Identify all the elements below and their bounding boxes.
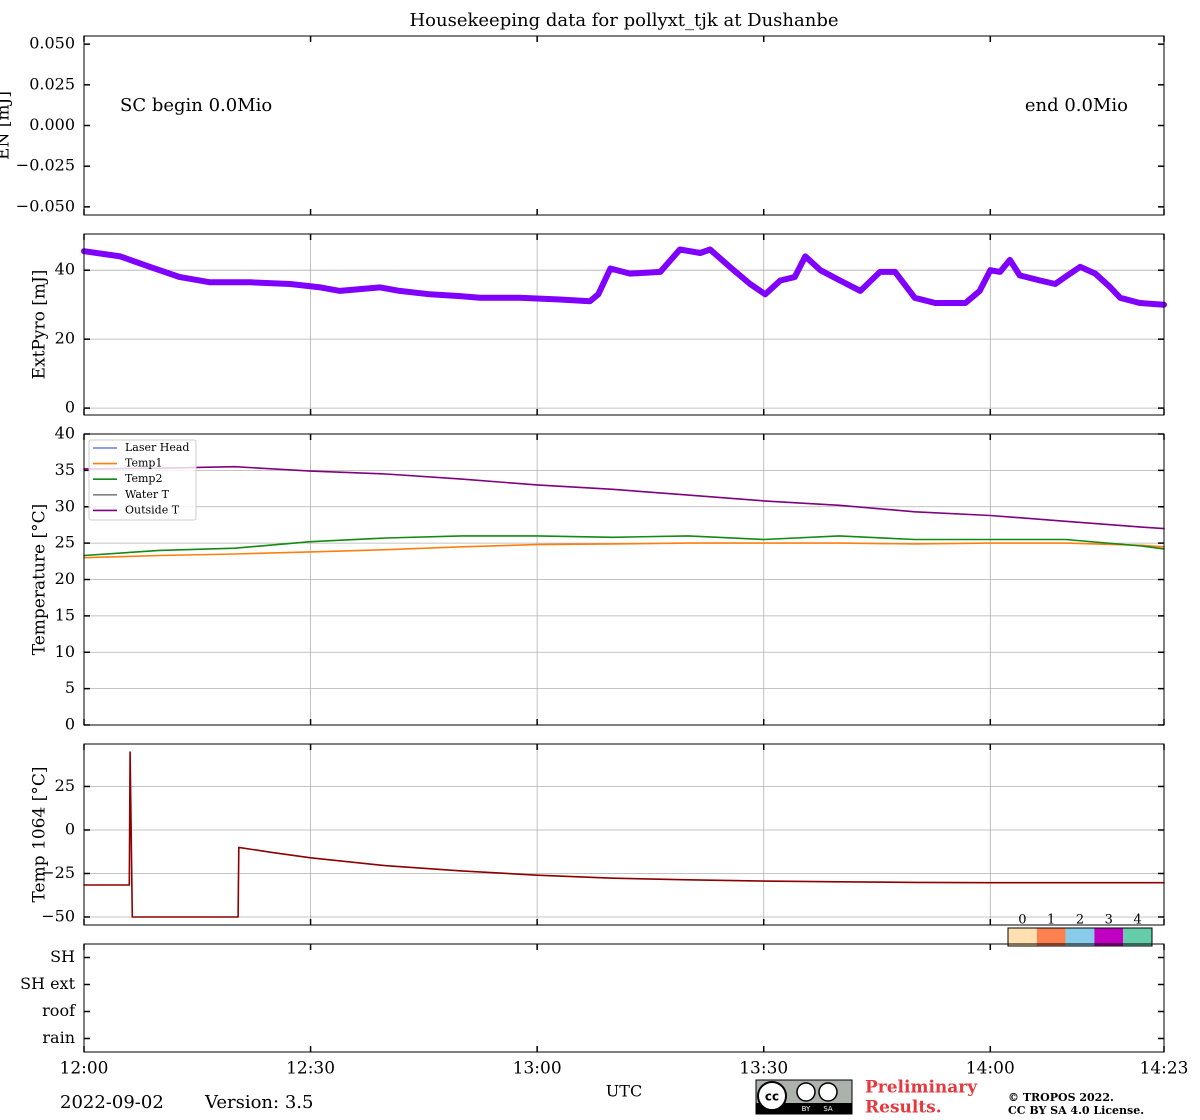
y-tick-label: 40: [55, 424, 75, 443]
y-tick-label: 30: [55, 496, 75, 515]
y-tick-label: roof: [42, 1001, 76, 1020]
y-tick-label: −50: [41, 906, 75, 925]
preliminary: Results.: [865, 1098, 942, 1118]
by-label: BY: [802, 1105, 811, 1113]
series-line: [83, 542, 1165, 559]
cc-strip: [756, 1103, 852, 1114]
legend-label: Temp2: [125, 472, 162, 485]
copyright: CC BY SA 4.0 License.: [1008, 1104, 1144, 1117]
version: Version: 3.5: [204, 1092, 313, 1113]
plot-border: [83, 433, 1165, 726]
x-tick-label: 12:30: [286, 1059, 335, 1079]
legend-box: [88, 439, 197, 521]
plot-border: [83, 35, 1165, 216]
legend-label: Laser Head: [125, 441, 189, 454]
plot-border: [83, 743, 1165, 926]
colorbar-label: 3: [1105, 913, 1113, 928]
y-tick-label: −0.050: [16, 196, 75, 215]
preliminary: Preliminary: [865, 1078, 978, 1098]
colorbar-cell: [1094, 928, 1124, 946]
y-tick-label: 0.000: [29, 115, 75, 134]
y-tick-label: 20: [55, 569, 75, 588]
x-tick-label: 14:00: [966, 1059, 1015, 1079]
plot-area: [84, 36, 1164, 215]
legend-label: Water T: [125, 488, 170, 501]
series-line: [81, 246, 1167, 308]
colorbar-cell: [1123, 928, 1152, 946]
x-tick-label: 13:00: [513, 1059, 562, 1079]
y-axis-label: Temp 1064 [°C]: [30, 767, 50, 903]
y-tick-label: 15: [55, 605, 75, 624]
colorbar-cell: [1008, 928, 1037, 946]
y-axis-label: ExtPyro [mJ]: [30, 270, 50, 380]
x-tick-label: 14:23: [1140, 1059, 1189, 1079]
annotation: end 0.0Mio: [1025, 95, 1128, 116]
copyright: © TROPOS 2022.: [1008, 1091, 1114, 1104]
plot-area: [84, 944, 1164, 1052]
legend-label: Temp1: [125, 457, 162, 470]
cc-badge: cc BY SA: [755, 1079, 853, 1115]
y-tick-label: 40: [55, 260, 75, 279]
y-tick-label: 0.025: [29, 74, 75, 93]
y-tick-label: 0: [65, 819, 75, 838]
y-tick-label: SH: [50, 947, 75, 966]
x-axis-label: UTC: [606, 1082, 642, 1101]
x-tick-label: 13:30: [739, 1059, 788, 1079]
y-tick-label: 0: [65, 715, 75, 734]
sa-circle: [818, 1082, 838, 1102]
plot-area: [84, 744, 1164, 925]
y-axis-label: EN [mJ]: [0, 91, 14, 160]
colorbar-label: 4: [1133, 913, 1141, 928]
legend-label: Outside T: [125, 503, 180, 516]
colorbar-label: 1: [1047, 913, 1055, 928]
x-tick-label: 12:00: [60, 1059, 109, 1079]
y-tick-label: −0.025: [16, 156, 75, 175]
cc-circle: [757, 1081, 787, 1111]
plot-area: [84, 234, 1164, 415]
colorbar-border: [1007, 927, 1153, 947]
series-line: [83, 465, 1165, 530]
y-tick-label: 10: [55, 642, 75, 661]
y-axis-label: Temperature [°C]: [30, 504, 50, 656]
plot-border: [83, 943, 1165, 1053]
series-line: [83, 535, 1165, 557]
date: 2022-09-02: [60, 1092, 164, 1113]
y-tick-label: SH ext: [20, 974, 75, 993]
chart-title: Housekeeping data for pollyxt_tjk at Dus…: [409, 10, 838, 31]
annotation: SC begin 0.0Mio: [120, 95, 272, 116]
y-tick-label: rain: [42, 1028, 75, 1047]
y-tick-label: 0.050: [29, 34, 75, 53]
y-tick-label: −25: [41, 863, 75, 882]
colorbar-cell: [1065, 928, 1095, 946]
by-circle: [796, 1082, 816, 1102]
sa-label: SA: [823, 1105, 833, 1113]
y-tick-label: 20: [55, 329, 75, 348]
colorbar-label: 2: [1076, 913, 1084, 928]
y-tick-label: 35: [55, 460, 75, 479]
y-tick-label: 25: [55, 776, 75, 795]
y-tick-label: 0: [65, 398, 75, 417]
legend: Laser Head Temp1 Temp2 Water T Outside T: [88, 439, 197, 521]
colorbar-label: 0: [1018, 913, 1026, 928]
colorbar-cell: [1036, 928, 1066, 946]
cc-mark: cc: [765, 1090, 779, 1104]
plot-border: [83, 233, 1165, 416]
y-tick-label: 25: [55, 533, 75, 552]
series-line: [83, 751, 1165, 918]
y-tick-label: 5: [65, 678, 75, 697]
